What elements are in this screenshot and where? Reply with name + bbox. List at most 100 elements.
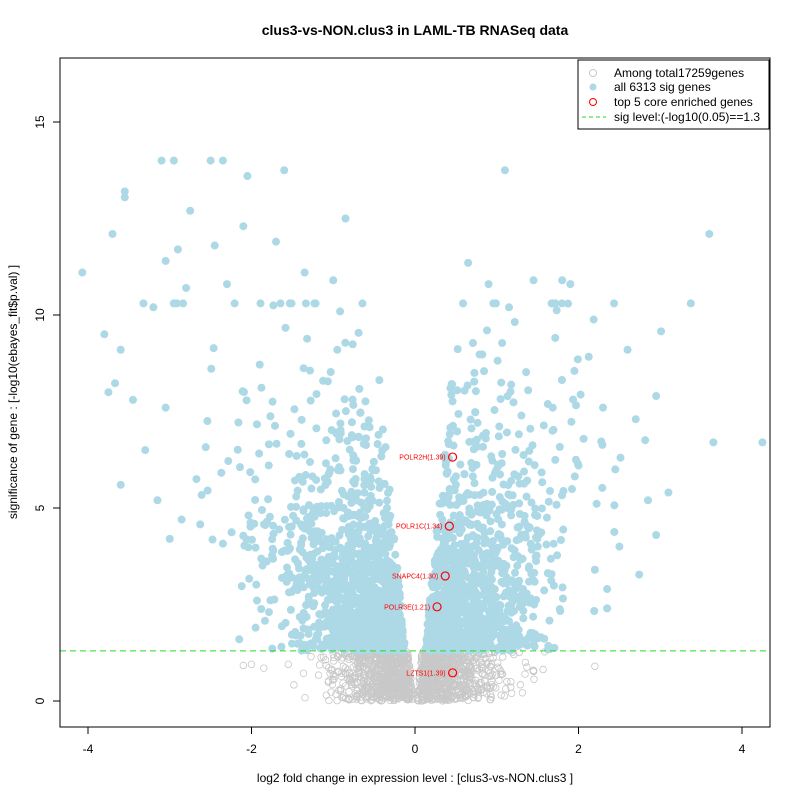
gene-point — [378, 659, 387, 667]
gene-point — [317, 653, 325, 662]
gene-point — [386, 675, 395, 683]
sig-gene-point — [100, 330, 109, 339]
sig-gene-point — [161, 256, 170, 265]
sig-gene-point — [282, 574, 291, 583]
sig-gene-point — [529, 612, 538, 621]
sig-gene-point — [306, 560, 315, 569]
sig-gene-point — [358, 580, 367, 589]
sig-gene-point — [456, 540, 465, 549]
sig-gene-point — [558, 276, 567, 285]
sig-gene-point — [286, 429, 295, 438]
sig-gene-point — [375, 544, 384, 553]
x-axis: -4 -2 0 2 4 — [83, 727, 746, 756]
sig-gene-point — [377, 569, 386, 578]
sig-gene-point — [467, 520, 476, 529]
sig-gene-point — [524, 524, 533, 533]
sig-gene-point — [385, 485, 394, 494]
sig-gene-point — [599, 403, 608, 412]
top-gene-label: POLR3E(1.21) — [384, 604, 430, 611]
sig-gene-point — [453, 427, 462, 436]
sig-gene-point — [336, 419, 345, 428]
sig-gene-point — [218, 539, 227, 548]
sig-gene-point — [365, 520, 374, 529]
gene-point — [376, 696, 384, 704]
sig-gene-point — [529, 640, 538, 649]
sig-gene-point — [520, 517, 529, 526]
sig-gene-point — [472, 507, 481, 516]
sig-gene-point — [556, 535, 565, 544]
sig-gene-point — [479, 601, 488, 610]
sig-gene-point — [460, 595, 469, 604]
sig-gene-point — [431, 558, 440, 567]
sig-gene-point — [501, 499, 510, 508]
sig-gene-point — [351, 563, 360, 572]
sig-gene-point — [328, 559, 337, 568]
x-tick-label: 2 — [575, 742, 582, 756]
sig-gene-point — [487, 617, 496, 626]
gene-point — [404, 677, 412, 685]
sig-gene-point — [258, 561, 267, 570]
sig-gene-point — [479, 568, 488, 577]
sig-gene-point — [104, 388, 113, 397]
gene-point — [591, 662, 599, 670]
gene-point — [448, 686, 457, 694]
sig-gene-point — [120, 193, 129, 202]
sig-gene-point — [463, 381, 472, 390]
sig-gene-point — [686, 299, 695, 308]
sig-gene-point — [381, 549, 390, 558]
sig-gene-point — [551, 333, 560, 342]
sig-gene-point — [485, 506, 494, 515]
sig-gene-point — [623, 345, 632, 354]
gene-point — [420, 674, 428, 682]
sig-gene-point — [300, 268, 309, 277]
legend-box — [577, 59, 770, 130]
sig-gene-point — [288, 639, 297, 648]
gene-point — [474, 694, 482, 702]
sig-gene-point — [348, 340, 357, 349]
sig-gene-point — [506, 491, 515, 500]
sig-gene-point — [449, 441, 458, 450]
gene-point — [481, 671, 489, 680]
sig-gene-point — [297, 439, 306, 448]
gene-point — [239, 661, 248, 670]
sig-gene-point — [490, 629, 499, 638]
sig-gene-point — [303, 521, 312, 530]
sig-gene-point — [337, 613, 346, 622]
sig-gene-point — [378, 446, 387, 455]
sig-gene-point — [264, 608, 273, 617]
sig-gene-point — [434, 581, 443, 590]
sig-gene-point — [345, 611, 354, 620]
sig-gene-point — [327, 583, 336, 592]
sig-gene-point — [432, 639, 441, 648]
sig-gene-point — [203, 417, 212, 426]
gene-point — [328, 665, 336, 674]
gene-point — [334, 650, 343, 658]
sig-gene-point — [490, 406, 499, 415]
sig-gene-point — [450, 611, 459, 620]
sig-gene-point — [238, 387, 247, 396]
sig-gene-point — [320, 474, 329, 483]
sig-gene-point — [366, 491, 375, 500]
sig-gene-point — [78, 268, 87, 277]
sig-gene-point — [448, 421, 457, 430]
sig-gene-point — [559, 487, 568, 496]
sig-gene-point — [527, 498, 536, 507]
sig-gene-point — [360, 604, 369, 613]
sig-gene-point — [542, 513, 551, 522]
sig-gene-point — [234, 418, 243, 427]
sig-gene-point — [206, 156, 215, 165]
sig-gene-point — [509, 590, 518, 599]
sig-gene-point — [374, 556, 383, 565]
gene-point — [383, 668, 391, 676]
gene-point — [382, 685, 391, 694]
sig-gene-point — [306, 639, 315, 648]
sig-gene-point — [509, 623, 518, 632]
sig-gene-point — [255, 449, 264, 458]
sig-gene-point — [615, 542, 624, 551]
gene-point — [334, 668, 343, 676]
sig-gene-point — [356, 508, 365, 517]
sig-gene-point — [488, 537, 497, 546]
sig-gene-point — [246, 468, 255, 477]
sig-gene-point — [280, 166, 289, 175]
sig-gene-point — [530, 461, 539, 470]
